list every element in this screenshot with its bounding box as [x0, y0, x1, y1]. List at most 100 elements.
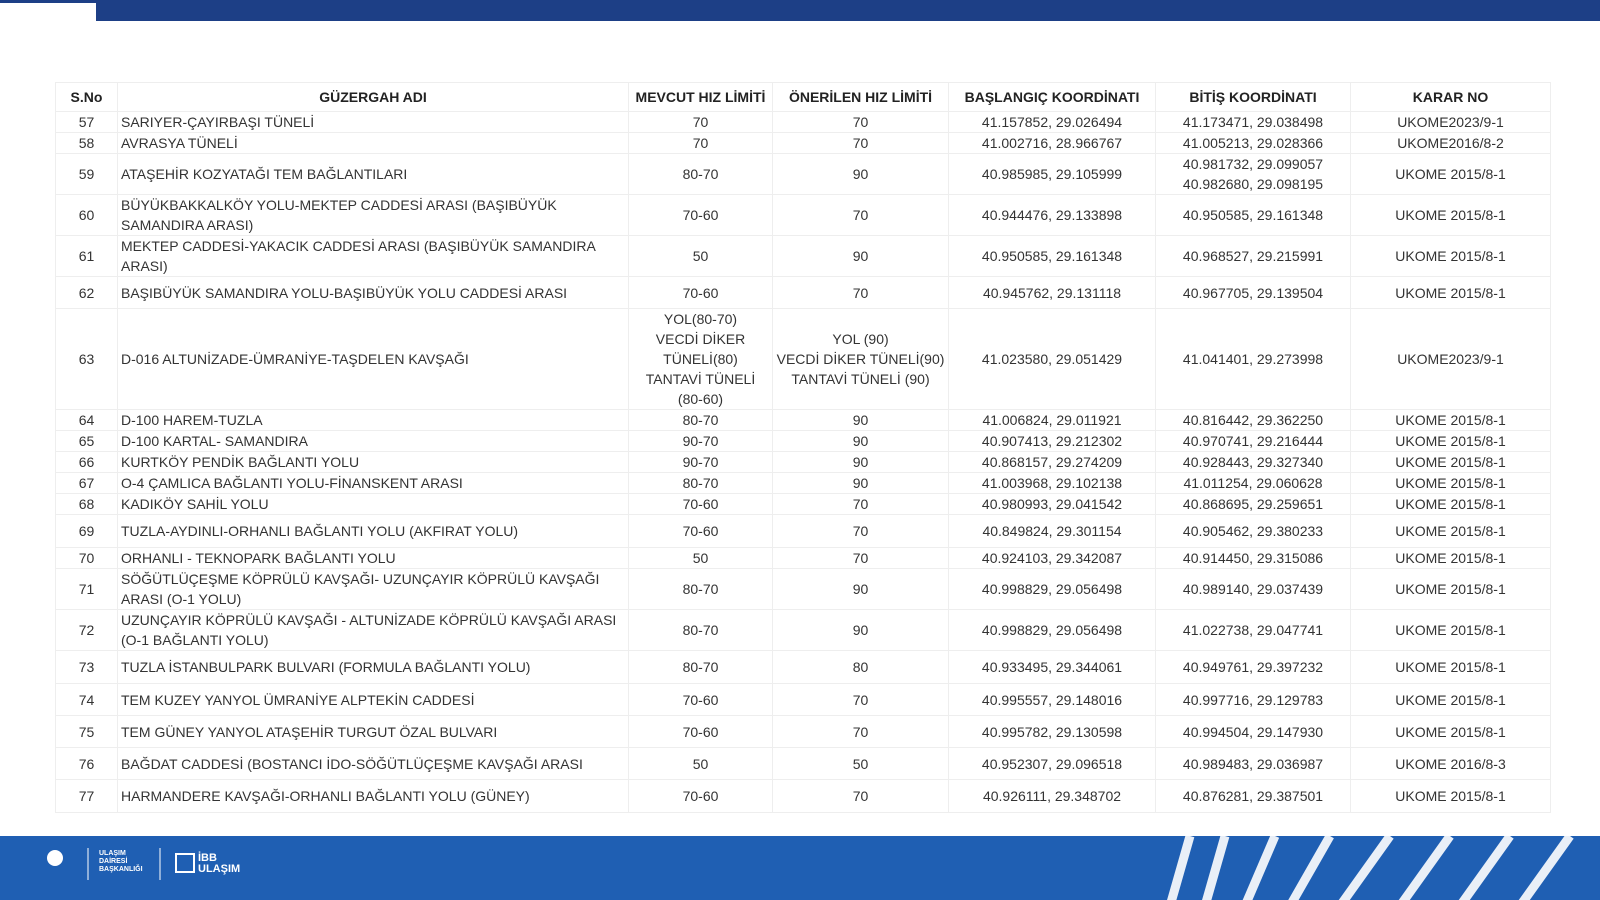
table-cell: 40.994504, 29.147930: [1155, 715, 1351, 748]
table-cell: 40.952307, 29.096518: [948, 747, 1156, 780]
table-row: 61 MEKTEP CADDESİ-YAKACIK CADDESİ ARASI (…: [55, 235, 1551, 277]
table-cell: 90-70: [628, 451, 773, 473]
table-cell: 68: [55, 493, 118, 515]
table-cell: 80-70: [628, 153, 773, 195]
table-cell: 61: [55, 235, 118, 277]
table-cell: 59: [55, 153, 118, 195]
table-cell: 40.970741, 29.216444: [1155, 430, 1351, 452]
table-cell: 58: [55, 132, 118, 154]
table-cell: UKOME 2015/8-1: [1350, 451, 1551, 473]
table-cell: HARMANDERE KAVŞAĞI-ORHANLI BAĞLANTI YOLU…: [117, 779, 629, 813]
table-row: 67 O-4 ÇAMLICA BAĞLANTI YOLU-FİNANSKENT A…: [55, 472, 1551, 494]
table-row: 77 HARMANDERE KAVŞAĞI-ORHANLI BAĞLANTI YO…: [55, 779, 1551, 813]
table-cell: 80-70: [628, 568, 773, 610]
table-cell: 41.006824, 29.011921: [948, 409, 1156, 431]
table-cell: MEKTEP CADDESİ-YAKACIK CADDESİ ARASI (BA…: [117, 235, 629, 277]
top-bar: [0, 0, 96, 3]
department-name: ULAŞIM DAİRESİ BAŞKANLIĞI: [99, 850, 143, 873]
table-row: 58 AVRASYA TÜNELİ 70 70 41.002716, 28.966767…: [55, 132, 1551, 154]
table-cell: UKOME 2015/8-1: [1350, 493, 1551, 515]
table-cell: SARIYER-ÇAYIRBAŞI TÜNELİ: [117, 111, 629, 133]
table-cell: 80-70: [628, 472, 773, 494]
table-cell: 70: [772, 111, 949, 133]
table-cell: 40.945762, 29.131118: [948, 276, 1156, 309]
table-cell: 40.998829, 29.056498: [948, 568, 1156, 610]
table-cell: UKOME2023/9-1: [1350, 111, 1551, 133]
table-cell: 70: [772, 683, 949, 716]
table-cell: 40.905462, 29.380233: [1155, 514, 1351, 548]
table-cell: 63: [55, 308, 118, 410]
table-cell: UKOME 2015/8-1: [1350, 472, 1551, 494]
table-row: 60 BÜYÜKBAKKALKÖY YOLU-MEKTEP CADDESİ ARA…: [55, 194, 1551, 236]
table-cell: 70: [628, 132, 773, 154]
table-cell: 90-70: [628, 430, 773, 452]
table-cell: 64: [55, 409, 118, 431]
table-cell: 50: [628, 235, 773, 277]
table-cell: ORHANLI - TEKNOPARK BAĞLANTI YOLU: [117, 547, 629, 569]
table-cell: 40.928443, 29.327340: [1155, 451, 1351, 473]
table-cell: 70: [772, 715, 949, 748]
table-cell: UKOME 2015/8-1: [1350, 153, 1551, 195]
table-cell: 50: [628, 547, 773, 569]
table-cell: 41.041401, 29.273998: [1155, 308, 1351, 410]
table-cell: 40.967705, 29.139504: [1155, 276, 1351, 309]
table-cell: 41.005213, 29.028366: [1155, 132, 1351, 154]
table-cell: YOL (90) VECDİ DİKER TÜNELİ(90) TANTAVİ …: [772, 308, 949, 410]
table-cell: UKOME 2015/8-1: [1350, 650, 1551, 684]
table-cell: 70: [772, 547, 949, 569]
table-cell: 40.944476, 29.133898: [948, 194, 1156, 236]
table-cell: 40.949761, 29.397232: [1155, 650, 1351, 684]
table-cell: 90: [772, 153, 949, 195]
table-cell: 70-60: [628, 715, 773, 748]
logo-icon: [175, 853, 195, 873]
table-cell: D-016 ALTUNİZADE-ÜMRANİYE-TAŞDELEN KAVŞA…: [117, 308, 629, 410]
table-row: 74 TEM KUZEY YANYOL ÜMRANİYE ALPTEKİN CAD…: [55, 683, 1551, 716]
table-cell: 70: [772, 276, 949, 309]
table-cell: UKOME 2015/8-1: [1350, 194, 1551, 236]
column-header: KARAR NO: [1350, 82, 1551, 112]
table-cell: UKOME 2015/8-1: [1350, 609, 1551, 651]
table-cell: 72: [55, 609, 118, 651]
table-cell: 40.985985, 29.105999: [948, 153, 1156, 195]
table-cell: 40.981732, 29.099057 40.982680, 29.09819…: [1155, 153, 1351, 195]
table-cell: BAĞDAT CADDESİ (BOSTANCI İDO-SÖĞÜTLÜÇEŞM…: [117, 747, 629, 780]
column-header: BİTİŞ KOORDİNATI: [1155, 82, 1351, 112]
table-row: 70 ORHANLI - TEKNOPARK BAĞLANTI YOLU 50 70 4…: [55, 547, 1551, 569]
table-row: 66 KURTKÖY PENDİK BAĞLANTI YOLU 90-70 90 40.…: [55, 451, 1551, 473]
table-cell: D-100 KARTAL- SAMANDIRA: [117, 430, 629, 452]
table-cell: 70: [772, 779, 949, 813]
table-cell: 40.997716, 29.129783: [1155, 683, 1351, 716]
table-cell: BAŞIBÜYÜK SAMANDIRA YOLU-BAŞIBÜYÜK YOLU …: [117, 276, 629, 309]
column-header: MEVCUT HIZ LİMİTİ: [628, 82, 773, 112]
table-cell: 80: [772, 650, 949, 684]
table-cell: 90: [772, 451, 949, 473]
table-cell: 40.933495, 29.344061: [948, 650, 1156, 684]
logo-icon: [47, 850, 63, 866]
table-cell: 70: [772, 514, 949, 548]
table-cell: 50: [772, 747, 949, 780]
table-cell: 40.989483, 29.036987: [1155, 747, 1351, 780]
table-row: 71 SÖĞÜTLÜÇEŞME KÖPRÜLÜ KAVŞAĞI- UZUNÇAYI…: [55, 568, 1551, 610]
table-cell: 57: [55, 111, 118, 133]
table-cell: 65: [55, 430, 118, 452]
table-cell: UKOME 2015/8-1: [1350, 779, 1551, 813]
table-cell: 90: [772, 235, 949, 277]
table-cell: 40.914450, 29.315086: [1155, 547, 1351, 569]
header-row: S.No GÜZERGAH ADI MEVCUT HIZ LİMİTİ ÖNERİLE…: [55, 82, 1551, 112]
table-cell: UKOME2016/8-2: [1350, 132, 1551, 154]
table-cell: 70-60: [628, 493, 773, 515]
table-cell: 50: [628, 747, 773, 780]
table-cell: 74: [55, 683, 118, 716]
table-cell: 67: [55, 472, 118, 494]
table-cell: D-100 HAREM-TUZLA: [117, 409, 629, 431]
table-row: 76 BAĞDAT CADDESİ (BOSTANCI İDO-SÖĞÜTLÜÇE…: [55, 747, 1551, 780]
table-cell: 70-60: [628, 514, 773, 548]
table-cell: 70-60: [628, 683, 773, 716]
table-cell: AVRASYA TÜNELİ: [117, 132, 629, 154]
table-row: 72 UZUNÇAYIR KÖPRÜLÜ KAVŞAĞI - ALTUNİZADE…: [55, 609, 1551, 651]
table-cell: 75: [55, 715, 118, 748]
table-cell: 70-60: [628, 194, 773, 236]
table-cell: UKOME 2015/8-1: [1350, 514, 1551, 548]
table-cell: 40.980993, 29.041542: [948, 493, 1156, 515]
table-row: 62 BAŞIBÜYÜK SAMANDIRA YOLU-BAŞIBÜYÜK YOL…: [55, 276, 1551, 309]
